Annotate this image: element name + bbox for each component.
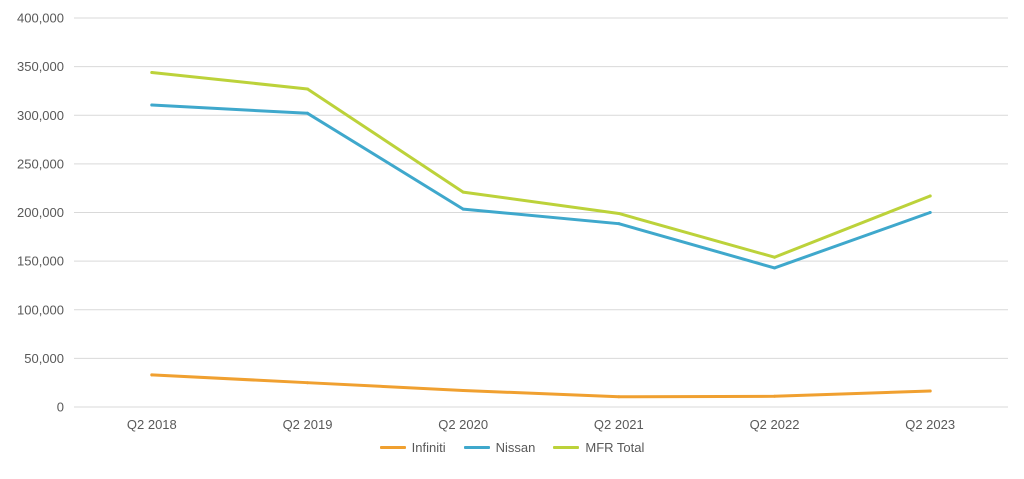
x-tick-label: Q2 2021 xyxy=(594,417,644,432)
legend-label: Nissan xyxy=(495,440,536,455)
data-point xyxy=(617,395,621,399)
data-point xyxy=(306,381,309,385)
y-tick-label: 300,000 xyxy=(17,108,64,123)
data-point xyxy=(928,211,932,214)
gridlines xyxy=(74,17,1008,359)
y-tick-label: 0 xyxy=(57,400,64,415)
legend-label: MFR Total xyxy=(585,440,645,455)
data-point xyxy=(461,207,465,211)
data-point xyxy=(928,194,932,198)
data-point xyxy=(773,394,776,398)
series-line-nissan xyxy=(150,103,932,270)
data-point xyxy=(773,266,776,270)
series-line-mfr-total xyxy=(150,70,932,259)
legend-label: Infiniti xyxy=(411,440,446,455)
y-tick-label: 150,000 xyxy=(17,254,64,269)
legend-item: Infiniti xyxy=(379,440,446,455)
x-tick-label: Q2 2022 xyxy=(750,417,800,432)
y-tick-label: 400,000 xyxy=(17,11,64,26)
data-point xyxy=(150,103,154,107)
data-point xyxy=(150,70,154,74)
data-point xyxy=(773,255,776,259)
data-point xyxy=(461,190,465,194)
x-tick-label: Q2 2018 xyxy=(127,417,177,432)
x-tick-label: Q2 2019 xyxy=(283,417,333,432)
y-tick-label: 250,000 xyxy=(17,156,64,171)
data-point xyxy=(461,388,465,392)
data-point xyxy=(928,389,932,393)
y-tick-label: 350,000 xyxy=(17,59,64,74)
x-tick-label: Q2 2020 xyxy=(438,417,488,432)
series-lines xyxy=(150,70,932,399)
legend: Infiniti Nissan MFR Total xyxy=(0,440,1024,455)
data-point xyxy=(617,211,621,215)
axes: 0 50,000 100,000 150,000 200,000 250,000 300,0… xyxy=(17,11,1008,432)
data-point xyxy=(306,87,309,91)
legend-item: MFR Total xyxy=(553,440,644,455)
series-line-infiniti xyxy=(150,373,932,399)
y-tick-label: 100,000 xyxy=(17,302,64,317)
legend-swatch xyxy=(553,446,580,449)
data-point xyxy=(617,222,621,226)
y-tick-label: 200,000 xyxy=(17,205,64,220)
data-point xyxy=(306,111,309,115)
data-point xyxy=(150,373,154,377)
legend-item: Nissan xyxy=(463,440,536,455)
legend-swatch xyxy=(379,446,406,449)
legend-swatch xyxy=(463,446,490,449)
x-tick-label: Q2 2023 xyxy=(905,417,955,432)
y-tick-label: 50,000 xyxy=(24,351,64,366)
